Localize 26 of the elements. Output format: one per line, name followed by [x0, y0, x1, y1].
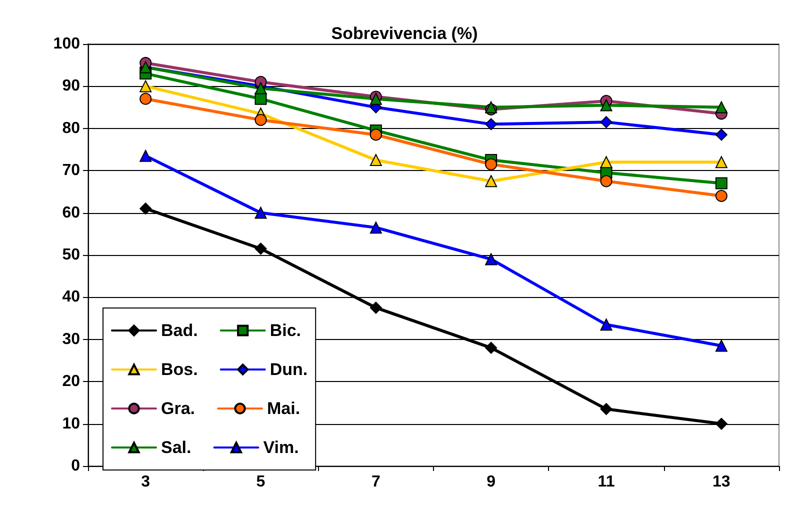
y-tick-label: 80 [62, 120, 80, 137]
y-tick-label: 0 [71, 458, 80, 474]
x-tick-label: 7 [371, 474, 380, 490]
y-tick-label: 40 [62, 288, 80, 306]
legend-label: Gra. [161, 399, 196, 418]
y-tick-label: 20 [62, 373, 80, 390]
legend-label: Bic. [270, 321, 302, 340]
y-tick-label: 60 [62, 204, 80, 222]
legend-label: Sal. [161, 438, 192, 457]
y-tick-label: 90 [62, 78, 80, 95]
y-tick-label: 10 [62, 415, 80, 432]
y-tick-label: 70 [62, 162, 80, 180]
legend-label: Vim. [263, 438, 299, 457]
y-tick-label: 50 [62, 246, 80, 264]
legend-label: Dun. [270, 360, 308, 379]
x-tick-label: 5 [256, 474, 266, 490]
x-tick-label: 11 [598, 474, 615, 490]
legend-label: Bos. [161, 360, 198, 379]
y-tick-label: 100 [53, 36, 80, 52]
x-tick-label: 3 [141, 474, 150, 490]
x-tick-label: 13 [712, 474, 730, 490]
y-tick-label: 30 [62, 330, 80, 348]
legend-label: Bad. [161, 321, 198, 340]
x-tick-label: 9 [486, 474, 496, 490]
chart-title: Sobrevivencia (%) [331, 24, 478, 43]
legend-label: Mai. [267, 399, 300, 418]
